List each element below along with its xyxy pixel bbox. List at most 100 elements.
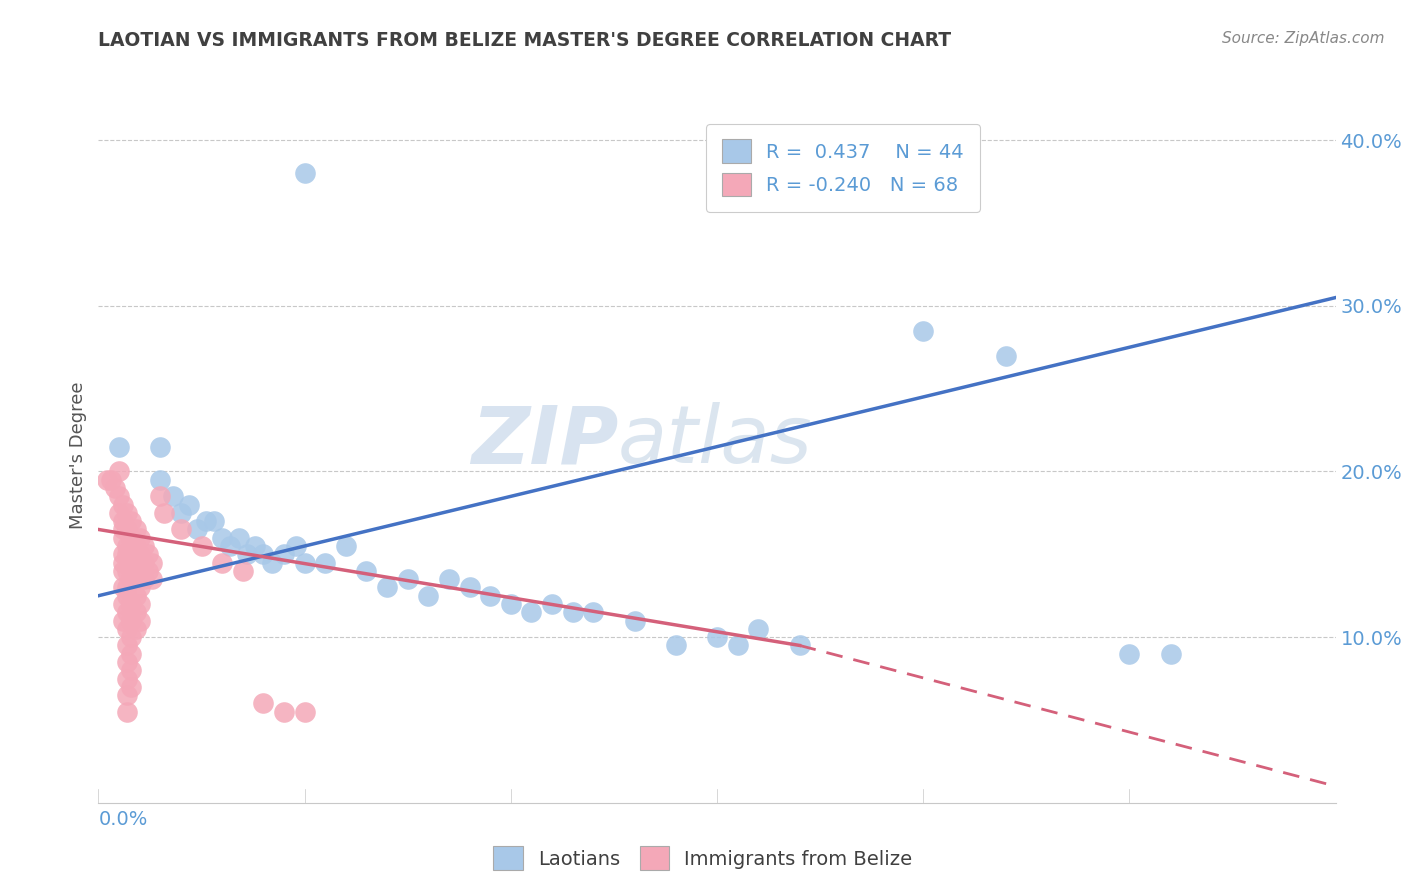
Point [132,539,155,553]
Point [273,705,295,719]
Point [149,440,172,454]
Point [117,605,139,619]
Legend: R =  0.437    N = 44, R = -0.240   N = 68: R = 0.437 N = 44, R = -0.240 N = 68 [706,124,980,212]
Point [120,531,142,545]
Point [1160,647,1182,661]
Point [117,506,139,520]
Point [190,539,212,553]
Point [96,473,118,487]
Point [789,639,811,653]
Point [112,523,135,537]
Point [149,473,172,487]
Point [120,663,142,677]
Point [117,622,139,636]
Point [162,489,184,503]
Point [211,556,233,570]
Point [112,547,135,561]
Point [285,539,308,553]
Point [124,622,146,636]
Point [117,523,139,537]
Point [124,589,146,603]
Point [375,581,398,595]
Point [117,564,139,578]
Point [252,697,274,711]
Point [108,506,131,520]
Point [108,440,131,454]
Point [356,564,378,578]
Point [128,547,150,561]
Point [396,572,419,586]
Point [314,556,336,570]
Point [117,581,139,595]
Point [211,531,233,545]
Point [120,572,142,586]
Point [179,498,201,512]
Point [623,614,645,628]
Point [912,324,935,338]
Point [458,581,481,595]
Text: 0.0%: 0.0% [98,810,148,829]
Point [243,539,266,553]
Legend: Laotians, Immigrants from Belize: Laotians, Immigrants from Belize [485,838,921,878]
Point [170,523,193,537]
Point [219,539,242,553]
Point [141,556,163,570]
Point [128,597,150,611]
Point [236,547,259,561]
Point [153,506,176,520]
Point [104,481,127,495]
Point [294,556,316,570]
Point [136,564,159,578]
Point [112,531,135,545]
Point [117,655,139,669]
Point [136,547,159,561]
Point [294,166,316,180]
Point [112,597,135,611]
Point [117,672,139,686]
Point [665,639,688,653]
Point [117,539,139,553]
Point [100,473,122,487]
Point [112,556,135,570]
Point [124,556,146,570]
Point [120,597,142,611]
Point [186,523,208,537]
Text: ZIP: ZIP [471,402,619,480]
Point [124,605,146,619]
Point [108,465,131,479]
Point [994,349,1017,363]
Point [112,498,135,512]
Point [1118,647,1140,661]
Point [437,572,460,586]
Point [117,705,139,719]
Point [112,581,135,595]
Point [128,581,150,595]
Point [132,556,155,570]
Point [335,539,357,553]
Point [149,489,172,503]
Y-axis label: Master's Degree: Master's Degree [69,381,87,529]
Point [170,506,193,520]
Point [706,630,728,644]
Point [112,614,135,628]
Point [479,589,502,603]
Point [232,564,254,578]
Point [252,547,274,561]
Point [117,639,139,653]
Point [141,572,163,586]
Point [561,605,583,619]
Point [194,514,217,528]
Text: LAOTIAN VS IMMIGRANTS FROM BELIZE MASTER'S DEGREE CORRELATION CHART: LAOTIAN VS IMMIGRANTS FROM BELIZE MASTER… [98,31,952,50]
Point [273,547,295,561]
Point [120,614,142,628]
Point [120,647,142,661]
Point [117,589,139,603]
Point [124,539,146,553]
Point [294,705,316,719]
Point [120,556,142,570]
Point [727,639,749,653]
Point [128,564,150,578]
Point [260,556,283,570]
Point [132,572,155,586]
Point [120,514,142,528]
